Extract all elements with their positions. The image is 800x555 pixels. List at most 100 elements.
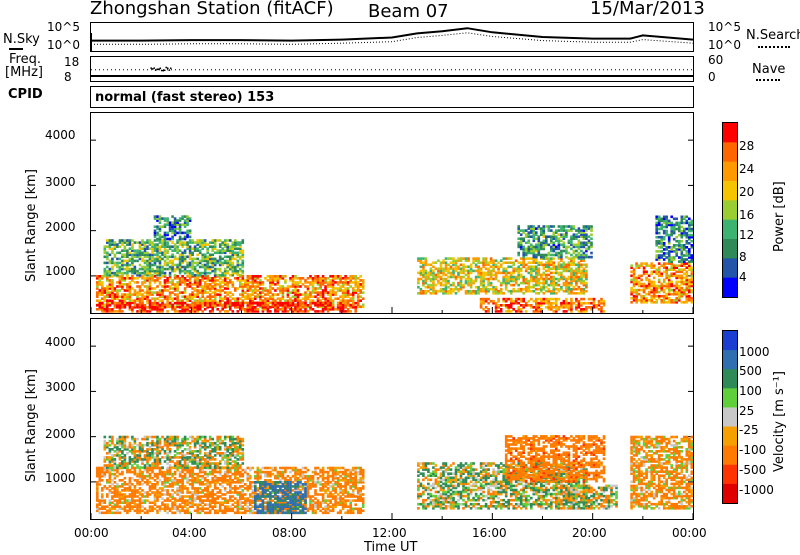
echo-cell	[573, 256, 576, 259]
echo-cell	[274, 299, 277, 302]
echo-cell	[161, 289, 164, 292]
echo-cell	[490, 266, 493, 269]
echo-cell	[673, 250, 676, 253]
echo-cell	[116, 281, 119, 284]
echo-cell	[114, 241, 117, 244]
echo-cell	[164, 471, 167, 474]
echo-cell	[314, 287, 317, 290]
echo-cell	[502, 261, 505, 264]
echo-cell	[598, 300, 601, 303]
echo-cell	[136, 479, 139, 482]
echo-cell	[199, 239, 202, 242]
echo-cell	[119, 512, 122, 515]
echo-cell	[545, 274, 548, 277]
echo-cell	[485, 278, 488, 281]
echo-cell	[578, 227, 581, 230]
echo-cell	[159, 479, 162, 482]
echo-cell	[186, 275, 189, 278]
echo-cell	[136, 503, 139, 506]
echo-cell	[465, 290, 468, 293]
echo-cell	[101, 493, 104, 496]
echo-cell	[349, 297, 352, 300]
echo-cell	[237, 247, 240, 250]
echo-cell	[234, 297, 237, 300]
power-cbar-tick-16: 16	[739, 208, 754, 222]
echo-cell	[417, 292, 420, 295]
echo-cell	[505, 261, 508, 264]
echo-cell	[681, 226, 684, 229]
echo-cell	[121, 254, 124, 257]
echo-cell	[319, 299, 322, 302]
echo-cell	[432, 270, 435, 273]
echo-cell	[528, 246, 531, 249]
echo-cell	[191, 302, 194, 305]
echo-cell	[211, 299, 214, 302]
echo-cell	[226, 499, 229, 502]
echo-cell	[565, 229, 568, 232]
echo-cell	[121, 283, 124, 286]
echo-cell	[136, 281, 139, 284]
echo-cell	[129, 247, 132, 250]
echo-cell	[447, 280, 450, 283]
echo-cell	[229, 239, 232, 242]
echo-cell	[573, 250, 576, 253]
echo-cell	[570, 298, 573, 301]
echo-cell	[171, 215, 174, 218]
echo-cell	[507, 276, 510, 279]
echo-cell	[126, 293, 129, 296]
echo-cell	[106, 266, 109, 269]
echo-cell	[247, 293, 250, 296]
echo-cell	[327, 308, 330, 311]
echo-cell	[176, 258, 179, 261]
echo-cell	[683, 268, 686, 271]
echo-cell	[259, 287, 262, 290]
echo-cell	[206, 283, 209, 286]
echo-cell	[337, 275, 340, 278]
echo-cell	[457, 266, 460, 269]
echo-cell	[141, 471, 144, 474]
echo-cell	[560, 250, 563, 253]
echo-cell	[327, 277, 330, 280]
echo-cell	[101, 467, 104, 470]
echo-cell	[630, 275, 633, 278]
echo-cell	[221, 241, 224, 244]
echo-cell	[327, 281, 330, 284]
echo-cell	[437, 290, 440, 293]
echo-cell	[154, 225, 157, 228]
echo-cell	[211, 258, 214, 261]
echo-cell	[184, 287, 187, 290]
echo-cell	[131, 254, 134, 257]
echo-cell	[339, 299, 342, 302]
echo-cell	[186, 499, 189, 502]
echo-cell	[216, 467, 219, 470]
echo-cell	[141, 247, 144, 250]
echo-cell	[525, 278, 528, 281]
echo-cell	[267, 308, 270, 311]
echo-cell	[124, 264, 127, 267]
echo-cell	[314, 275, 317, 278]
echo-cell	[339, 275, 342, 278]
echo-cell	[269, 306, 272, 309]
echo-cell	[645, 262, 648, 265]
echo-cell	[362, 279, 365, 282]
echo-cell	[535, 266, 538, 269]
echo-cell	[209, 254, 212, 257]
echo-cell	[249, 275, 252, 278]
echo-cell	[159, 256, 162, 259]
echo-cell	[522, 276, 525, 279]
echo-cell	[530, 244, 533, 247]
echo-cell	[259, 275, 262, 278]
echo-cell	[653, 277, 656, 280]
freq-plot	[91, 57, 693, 81]
echo-cell	[149, 485, 152, 488]
echo-cell	[512, 284, 515, 287]
echo-cell	[585, 290, 588, 293]
echo-cell	[342, 289, 345, 292]
power-colorbar-swatches	[723, 123, 737, 297]
echo-cell	[114, 310, 117, 313]
echo-cell	[191, 252, 194, 255]
echo-cell	[578, 286, 581, 289]
echo-cell	[309, 275, 312, 278]
echo-cell	[558, 272, 561, 275]
echo-cell	[216, 249, 219, 252]
